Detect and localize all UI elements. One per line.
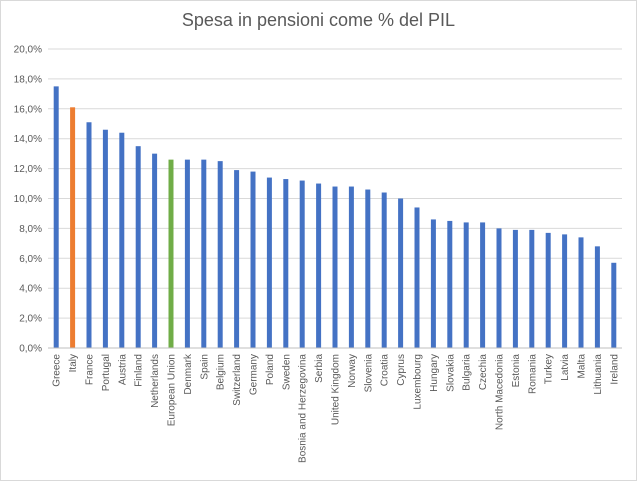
y-tick-label: 16,0%: [14, 104, 42, 115]
bar-north-macedonia: [496, 228, 502, 348]
bar-turkey: [545, 232, 551, 348]
bar-germany: [250, 171, 256, 348]
y-tick-label: 10,0%: [14, 194, 42, 205]
x-tick-label: Slovenia: [363, 354, 374, 393]
bar-belgium: [217, 161, 223, 348]
x-tick-label: Romania: [527, 354, 538, 394]
x-tick-label: Luxembourg: [413, 354, 424, 410]
x-tick-label: Finland: [134, 354, 145, 387]
x-tick-label: Serbia: [314, 354, 325, 383]
bar-slovakia: [447, 220, 453, 348]
bar-portugal: [102, 129, 108, 348]
bar-italy: [70, 107, 76, 349]
y-tick-label: 2,0%: [19, 314, 42, 325]
x-tick-label: European Union: [167, 354, 178, 426]
bar-romania: [529, 229, 535, 348]
x-tick-label: Austria: [117, 354, 128, 386]
x-tick-label: Cyprus: [396, 354, 407, 386]
x-tick-label: Bosnia and Herzegovina: [298, 354, 309, 463]
bar-finland: [135, 146, 141, 348]
x-tick-label: Latvia: [560, 354, 571, 381]
x-tick-label: Bulgaria: [462, 354, 473, 391]
x-tick-label: Denmark: [183, 353, 194, 395]
chart-title: Spesa in pensioni come % del PIL: [181, 10, 456, 30]
y-tick-label: 0,0%: [19, 344, 42, 355]
bar-denmark: [184, 159, 190, 348]
x-tick-label: France: [85, 354, 96, 386]
bar-netherlands: [152, 153, 158, 348]
bar-latvia: [562, 234, 568, 348]
bar-sweden: [283, 179, 289, 348]
x-tick-label: Turkey: [544, 354, 555, 384]
y-tick-label: 18,0%: [14, 74, 42, 85]
x-tick-label: Lithuania: [593, 354, 604, 395]
y-tick-label: 12,0%: [14, 164, 42, 175]
x-tick-label: Portugal: [101, 354, 112, 391]
bar-croatia: [381, 192, 387, 348]
bar-bosnia-and-herzegovina: [299, 180, 305, 348]
x-tick-label: Slovakia: [445, 354, 456, 392]
bar-greece: [53, 86, 59, 348]
y-tick-label: 8,0%: [19, 224, 42, 235]
y-axis-ticks: 0,0% 2,0% 4,0% 6,0% 8,0% 10,0% 12,0% 14,0% 16,0%…: [14, 45, 42, 355]
bar-ireland: [611, 262, 617, 348]
x-tick-label: Malta: [577, 354, 588, 379]
bar-bulgaria: [463, 222, 469, 348]
bar-poland: [266, 177, 272, 348]
x-tick-label: Switzerland: [232, 354, 243, 406]
y-tick-label: 14,0%: [14, 134, 42, 145]
bar-luxembourg: [414, 207, 420, 348]
bar-hungary: [430, 219, 436, 348]
x-tick-label: Italy: [68, 354, 79, 372]
x-tick-label: Spain: [199, 354, 210, 380]
bar-switzerland: [234, 170, 240, 348]
bar-serbia: [316, 183, 322, 348]
bar-estonia: [512, 229, 518, 348]
bar-lithuania: [594, 246, 600, 348]
y-tick-label: 4,0%: [19, 284, 42, 295]
bar-cyprus: [398, 198, 404, 348]
x-tick-label: Czechia: [478, 354, 489, 391]
x-tick-label: Belgium: [216, 354, 227, 390]
x-tick-label: Ireland: [609, 354, 620, 385]
x-tick-label: Greece: [52, 354, 63, 387]
x-axis-labels: Greece Italy France Portugal Austria Finland N…: [52, 353, 621, 463]
x-tick-label: Hungary: [429, 354, 440, 392]
bar-norway: [348, 186, 354, 348]
bar-france: [86, 122, 92, 348]
x-tick-label: Germany: [249, 354, 260, 395]
bar-slovenia: [365, 189, 371, 348]
y-tick-label: 6,0%: [19, 254, 42, 265]
y-tick-label: 20,0%: [14, 45, 42, 56]
x-tick-label: Croatia: [380, 354, 391, 387]
x-tick-label: Sweden: [281, 354, 292, 390]
bar-malta: [578, 237, 584, 348]
bar-united-kingdom: [332, 186, 338, 348]
x-tick-label: Netherlands: [150, 354, 161, 408]
bar-european-union: [168, 159, 174, 348]
x-tick-label: United Kingdom: [331, 354, 342, 425]
x-tick-label: Poland: [265, 354, 276, 385]
bars: [53, 86, 617, 349]
x-tick-label: North Macedonia: [495, 354, 506, 431]
bar-czechia: [480, 222, 486, 348]
bar-spain: [201, 159, 207, 348]
x-tick-label: Norway: [347, 354, 358, 388]
bar-austria: [119, 132, 125, 348]
x-tick-label: Estonia: [511, 354, 522, 388]
